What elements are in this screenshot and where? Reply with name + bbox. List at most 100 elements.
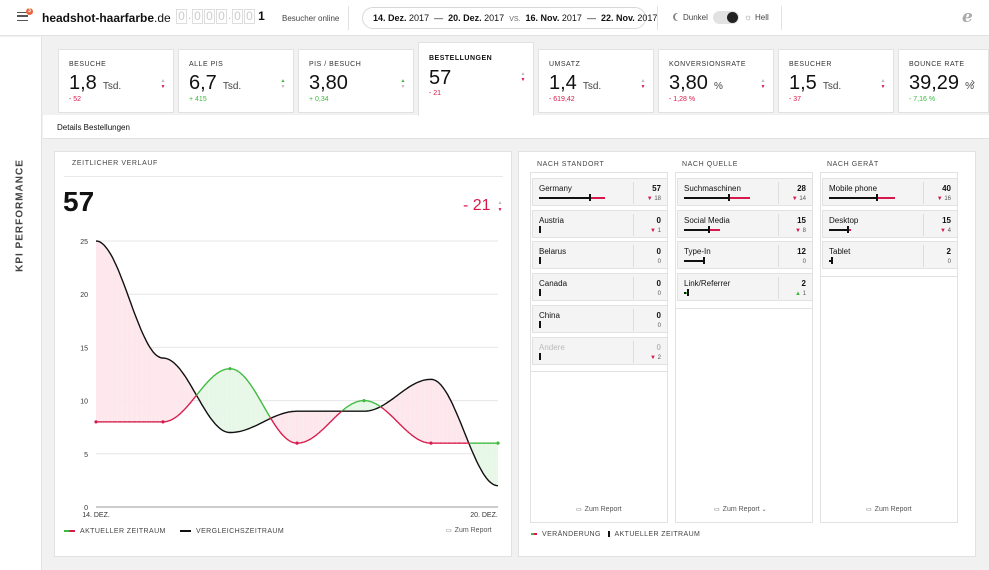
theme-toggle[interactable] [713, 11, 739, 24]
difference-area [298, 411, 301, 444]
difference-area [486, 443, 488, 480]
data-point [496, 441, 500, 445]
kpi-label: BESUCHER [789, 61, 832, 68]
dark-theme-label[interactable]: Dunkel [683, 13, 708, 22]
breakdown-row[interactable]: China 0 0 [532, 304, 668, 333]
series-line-current [326, 423, 330, 426]
row-label: Germany [539, 184, 572, 193]
trend-arrows-icon: ▲ ▼ [520, 71, 526, 83]
breakdown-row[interactable]: Desktop 15 ▼ 4 [822, 209, 958, 238]
difference-area [107, 249, 110, 422]
breakdown-column: Germany 57 ▼ 18 Austria 0 ▼ 1 Belarus 0 0 Canada 0… [530, 172, 668, 523]
difference-area [101, 242, 103, 422]
series-line-current [199, 388, 203, 392]
breakdown-row[interactable]: Canada 0 0 [532, 273, 668, 302]
series-line-current [249, 383, 253, 387]
current-marker [831, 257, 833, 265]
series-line-current [350, 403, 353, 406]
series-line-compare [95, 240, 499, 487]
series-line-current [340, 410, 343, 413]
difference-area [147, 344, 150, 422]
site-name[interactable]: headshot-haarfarbe.de [42, 11, 171, 25]
difference-area [419, 381, 421, 441]
breakdown-row[interactable]: Austria 0 ▼ 1 [532, 209, 668, 238]
row-value: 12 [797, 247, 806, 257]
series-line-current [355, 400, 358, 403]
chevron-right-icon[interactable]: › [971, 75, 975, 89]
difference-area [216, 372, 219, 428]
breakdown-report-link[interactable]: ▭ Zum Report [576, 506, 622, 513]
top-bar: 3 headshot-haarfarbe.de 0 . 0 0 0 . 0 0 … [0, 0, 989, 36]
series-line-current [211, 375, 214, 379]
kpi-card[interactable]: BOUNCE RATE 39,29% - 7,16 % [898, 49, 989, 113]
breakdown-report-link[interactable]: ▭ Zum Report ⌄ [714, 506, 767, 513]
series-line-current [241, 373, 244, 377]
breakdown-row[interactable]: Suchmaschinen 28 ▼ 14 [677, 178, 813, 206]
current-marker [687, 289, 689, 297]
tab-details-bestellungen[interactable]: Details Bestellungen [57, 123, 130, 132]
difference-area [447, 394, 450, 444]
breakdown-row[interactable]: Germany 57 ▼ 18 [532, 178, 668, 206]
kpi-card[interactable]: KONVERSIONSRATE 3,80% - 1,28 % ▲ ▼ [658, 49, 774, 113]
kpi-unit: % [713, 81, 723, 92]
difference-area [352, 402, 354, 412]
difference-area [317, 411, 319, 435]
kpi-card[interactable]: PIS / BESUCH 3,80 + 0,34 ▲ ▼ [298, 49, 414, 113]
breakdown-row[interactable]: Link/Referrer 2 ▲ 1 [677, 273, 813, 302]
difference-area [328, 411, 331, 424]
breakdown-column-title: NACH STANDORT [537, 161, 605, 168]
row-value: 0 [656, 310, 661, 320]
breakdown-row[interactable]: Belarus 0 0 [532, 241, 668, 270]
series-line-current [288, 439, 291, 442]
row-change: 0 [947, 259, 951, 266]
trend-arrows-icon: ▲ ▼ [640, 78, 646, 90]
difference-area [174, 363, 177, 418]
kpi-card[interactable]: BESUCHER 1,5 Tsd. - 37 ▲ ▼ [778, 49, 894, 113]
series-line-current [390, 414, 393, 418]
difference-area [258, 397, 261, 425]
x-tick-label: 20. DEZ. [470, 512, 498, 519]
series-line-current [343, 407, 347, 410]
series-line-current [415, 437, 418, 440]
change-bar [728, 197, 750, 199]
row-change: ▼ 18 [646, 196, 661, 202]
breakdown-row[interactable]: Tablet 2 0 [822, 241, 958, 270]
row-label: Desktop [829, 215, 859, 225]
series-line-current [284, 437, 288, 440]
difference-area [106, 247, 108, 422]
kpi-unit: Tsd. [582, 81, 602, 92]
light-theme-label[interactable]: Hell [755, 13, 769, 22]
breakdown-report-link[interactable]: ▭ Zum Report [866, 506, 912, 513]
hamburger-menu-icon[interactable] [17, 12, 28, 21]
date-range-picker[interactable]: 14. Dez. 2017 — 20. Dez. 2017 VS. 16. No… [362, 7, 657, 29]
legend-compare: VERGLEICHSZEITRAUM [180, 528, 284, 535]
kpi-card[interactable]: ALLE PIS 6,7 Tsd. + 415 ▲ ▼ [178, 49, 294, 113]
kpi-card[interactable]: UMSATZ 1,4 Tsd. - 619,42 ▲ ▼ [538, 49, 654, 113]
kpi-unit: Tsd. [222, 81, 242, 92]
difference-area [415, 382, 418, 440]
row-change: ▼ 1 [650, 227, 661, 234]
series-line-current [264, 408, 268, 413]
difference-area [310, 411, 313, 440]
row-change: ▼ 4 [940, 227, 951, 234]
breakdown-row[interactable]: Andere 0 ▼ 2 [532, 336, 668, 365]
difference-area [240, 372, 242, 432]
trend-arrows-icon: ▲ ▼ [760, 78, 766, 90]
data-point [228, 367, 232, 371]
difference-area [178, 366, 180, 416]
series-line-current [395, 419, 398, 423]
timeline-report-link[interactable]: ▭ Zum Report [446, 527, 492, 534]
kpi-card[interactable]: BESUCHE 1,8 Tsd. - 52 ▲ ▼ [58, 49, 174, 113]
kpi-card[interactable]: BESTELLUNGEN 57- 21 ▲ ▼ [418, 42, 534, 116]
difference-area [263, 405, 266, 422]
breakdown-row[interactable]: Social Media 15 ▼ 8 [677, 209, 813, 238]
difference-area [476, 443, 478, 464]
series-line-current [400, 424, 404, 428]
series-line-current [303, 440, 306, 443]
breakdown-row[interactable]: Mobile phone 40 ▼ 16 [822, 178, 958, 206]
difference-area [479, 443, 482, 471]
breakdown-column: Mobile phone 40 ▼ 16 Desktop 15 ▼ 4 Tablet 2 0 ▭ Z… [820, 172, 958, 523]
series-line-current [373, 402, 377, 405]
breakdown-row[interactable]: Type-In 12 0 [677, 241, 813, 270]
notification-badge[interactable]: 3 [26, 8, 33, 15]
